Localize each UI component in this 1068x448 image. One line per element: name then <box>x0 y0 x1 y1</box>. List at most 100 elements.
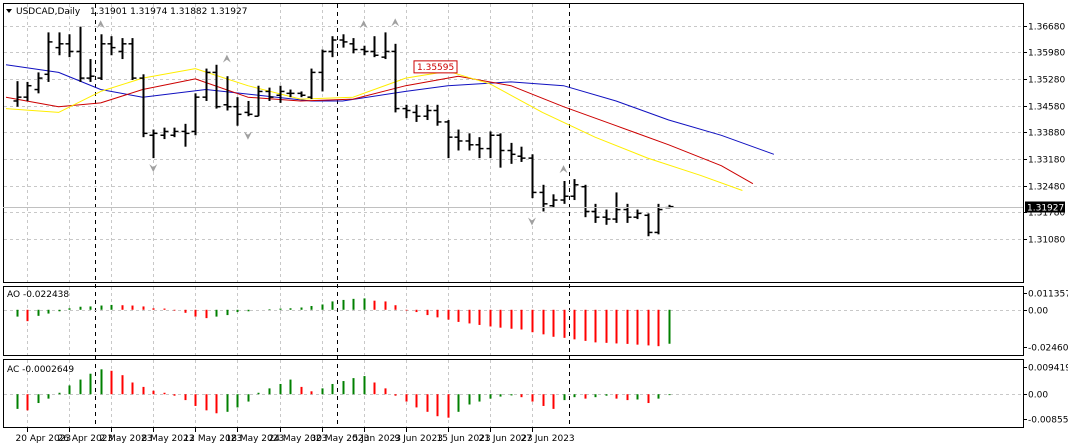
time-tick-label: 2 May 2023 <box>100 434 153 444</box>
moving-averages <box>5 64 775 191</box>
ohlc-bar <box>370 36 379 58</box>
ac-panel[interactable] <box>3 359 1024 428</box>
ohlc-bar <box>181 123 190 147</box>
ohlc-bar <box>570 179 579 201</box>
ohlc-bar <box>644 213 653 237</box>
indicator-tick-label: 0.00 <box>1028 391 1048 401</box>
ohlc-bar <box>307 68 316 100</box>
time-tick-label: 15 Jun 2023 <box>437 434 491 444</box>
price-tick-label: 1.31080 <box>1028 236 1065 246</box>
time-tick-label: 26 Apr 2023 <box>58 434 114 444</box>
ohlc-bar <box>118 38 127 60</box>
ohlc-bar <box>402 104 411 119</box>
symbol-label: USDCAD,Daily <box>16 7 81 17</box>
ohlc-bar <box>286 89 295 98</box>
ao-histogram <box>4 298 1023 347</box>
time-tick-label: 27 Jun 2023 <box>521 434 575 444</box>
price-tick-label: 1.31780 <box>1028 209 1065 219</box>
fractal-down-arrow-icon <box>527 217 536 226</box>
fractal-markers <box>96 18 568 226</box>
ohlc-bar <box>507 142 516 164</box>
ohlc-bar <box>602 209 611 225</box>
ohlc-bar <box>349 38 358 54</box>
ohlc-bar <box>486 131 495 159</box>
ohlc-bar <box>454 129 463 151</box>
ohlc-bar <box>86 59 95 82</box>
fractal-up-arrow-icon <box>391 18 400 27</box>
ohlc-bar <box>465 133 474 151</box>
ohlc-bar <box>265 87 274 101</box>
ohlc-bar <box>276 85 285 103</box>
ohlc-bar <box>297 91 306 98</box>
time-tick-label: 12 May 2023 <box>184 434 243 444</box>
fractal-up-arrow-icon <box>559 165 568 174</box>
ao-panel[interactable] <box>3 286 1024 356</box>
ohlc-bar <box>517 146 526 162</box>
ohlc-bar <box>475 137 484 159</box>
ohlc-bar <box>254 85 263 117</box>
ohlc-bar <box>581 184 590 218</box>
current-price-label: 1.31927 <box>1027 204 1064 214</box>
ac-label: AC -0.0002649 <box>7 365 74 375</box>
ohlc-bar <box>223 76 232 111</box>
time-tick-label: 18 May 2023 <box>226 434 285 444</box>
price-annotation-label: 1.35595 <box>417 63 454 73</box>
ohlc-bar <box>55 32 64 56</box>
ohlc-bar <box>139 74 148 138</box>
price-tick-label: 1.33880 <box>1028 129 1065 139</box>
ohlc-bar <box>128 38 137 81</box>
ohlc-bar <box>528 154 537 199</box>
time-tick-label: 20 Apr 2023 <box>16 434 72 444</box>
price-tick-label: 1.32480 <box>1028 183 1065 193</box>
ohlc-bar <box>76 26 85 82</box>
ohlc-bar <box>560 180 569 204</box>
ohlc-bar <box>13 81 22 107</box>
fractal-up-arrow-icon <box>222 54 231 63</box>
ohlc-bar <box>23 81 32 101</box>
time-tick-label: 30 May 2023 <box>311 434 370 444</box>
indicator-tick-label: -0.024604 <box>1028 344 1068 354</box>
ohlc-bar <box>170 127 179 138</box>
time-tick-label: 21 Jun 2023 <box>479 434 533 444</box>
price-bars <box>13 26 674 237</box>
ohlc-bar <box>339 34 348 48</box>
ohlc-bar <box>160 127 169 140</box>
time-tick-label: 5 Jun 2023 <box>353 434 401 444</box>
time-tick-label: 24 May 2023 <box>269 434 328 444</box>
ohlc-bar <box>549 194 558 208</box>
ohlc-bar <box>433 104 442 126</box>
ohlc-bar <box>233 97 242 126</box>
fractal-down-arrow-icon <box>149 164 158 173</box>
fractal-down-arrow-icon <box>243 131 252 140</box>
fractal-up-arrow-icon <box>96 20 105 29</box>
ohlc-bar <box>34 72 43 94</box>
ohlc-bar <box>381 32 390 60</box>
ohlc-bar <box>65 34 74 58</box>
moving-average-line <box>5 64 775 155</box>
collapse-arrow-icon <box>6 9 12 13</box>
ohlc-bar <box>423 104 432 121</box>
price-tick-label: 1.33180 <box>1028 156 1065 166</box>
current-price-box <box>1025 201 1065 213</box>
indicator-tick-label: 0.011357 <box>1028 290 1068 300</box>
price-annotation-box <box>413 60 458 74</box>
axes: 1.36680 1.35980 1.35280 1.34580 1.33880 1.331… <box>16 23 1068 445</box>
main-panel[interactable] <box>3 3 1024 283</box>
ohlc-bar <box>44 32 53 82</box>
symbol-header: USDCAD,Daily 1.31901 1.31974 1.31882 1.3… <box>6 7 247 17</box>
ohlc-bar <box>244 100 253 117</box>
ohlc-bar <box>496 133 505 168</box>
ac-histogram <box>4 369 1023 418</box>
price-tick-label: 1.35280 <box>1028 76 1065 86</box>
ohlc-bar <box>654 203 663 235</box>
price-tick-label: 1.36680 <box>1028 23 1065 33</box>
ohlc-bar <box>633 209 642 220</box>
fractal-up-arrow-icon <box>359 20 368 29</box>
ohlc-bar <box>202 68 211 101</box>
indicator-tick-label: 0.00 <box>1028 307 1048 317</box>
price-tick-label: 1.34580 <box>1028 103 1065 113</box>
ohlc-bar <box>412 104 421 122</box>
indicator-tick-label: 0.0094191 <box>1028 364 1068 374</box>
ohlc-bar <box>107 36 116 56</box>
